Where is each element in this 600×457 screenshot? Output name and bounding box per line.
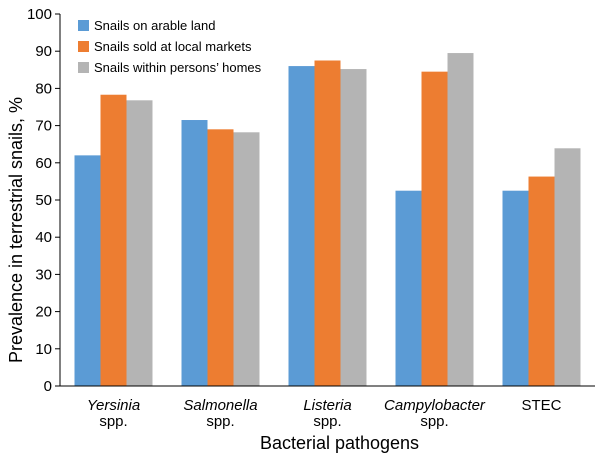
bar-2-1	[100, 94, 127, 386]
x-category-label: STEC	[521, 397, 561, 414]
y-tick-label: 40	[35, 229, 52, 246]
y-axis-ticks: 0 10 20 30 40 50 60 70 80 90 100	[27, 6, 60, 395]
x-category-sublabel: spp.	[420, 413, 448, 430]
x-category-sublabel: spp.	[206, 413, 234, 430]
y-tick-label: 20	[35, 304, 52, 321]
y-tick-label: 90	[35, 43, 52, 60]
bar-2-2	[207, 129, 234, 386]
legend-label-2: Snails sold at local markets	[94, 39, 252, 54]
y-tick-label: 50	[35, 192, 52, 209]
bars	[74, 53, 581, 387]
legend-swatch-3	[78, 62, 89, 73]
x-category-sublabel: spp.	[99, 413, 127, 430]
x-category-label: Listeria	[303, 397, 351, 414]
bar-2-4	[421, 71, 448, 386]
bar-1-1	[74, 155, 101, 386]
bar-1-4	[395, 190, 422, 386]
x-category-label: Campylobacter	[384, 397, 486, 414]
x-category-label: Yersinia	[87, 397, 140, 414]
x-axis-category-labels: Yersiniaspp.Salmonellaspp.Listeriaspp.Ca…	[87, 397, 562, 430]
y-tick-label: 100	[27, 6, 52, 23]
bar-3-4	[447, 53, 474, 387]
y-tick-label: 80	[35, 80, 52, 97]
legend-label-1: Snails on arable land	[94, 18, 215, 33]
x-axis-title: Bacterial pathogens	[260, 433, 419, 453]
bar-2-5	[528, 176, 555, 386]
y-tick-label: 10	[35, 341, 52, 358]
y-axis-title: Prevalence in terrestrial snails, %	[6, 97, 26, 363]
legend-swatch-1	[78, 20, 89, 31]
bar-3-1	[126, 100, 153, 386]
bar-3-2	[233, 132, 260, 386]
legend-label-3: Snails within persons’ homes	[94, 60, 262, 75]
bar-3-3	[340, 69, 367, 386]
y-tick-label: 30	[35, 266, 52, 283]
legend: Snails on arable land Snails sold at loca…	[78, 18, 262, 75]
x-category-label: Salmonella	[183, 397, 257, 414]
y-tick-label: 0	[44, 378, 52, 395]
bar-2-3	[314, 60, 341, 386]
bar-1-3	[288, 66, 315, 386]
x-category-sublabel: spp.	[313, 413, 341, 430]
bar-1-2	[181, 120, 208, 387]
bar-3-5	[554, 148, 581, 386]
y-tick-label: 60	[35, 155, 52, 172]
y-tick-label: 70	[35, 118, 52, 135]
bar-1-5	[502, 190, 529, 386]
legend-swatch-2	[78, 41, 89, 52]
